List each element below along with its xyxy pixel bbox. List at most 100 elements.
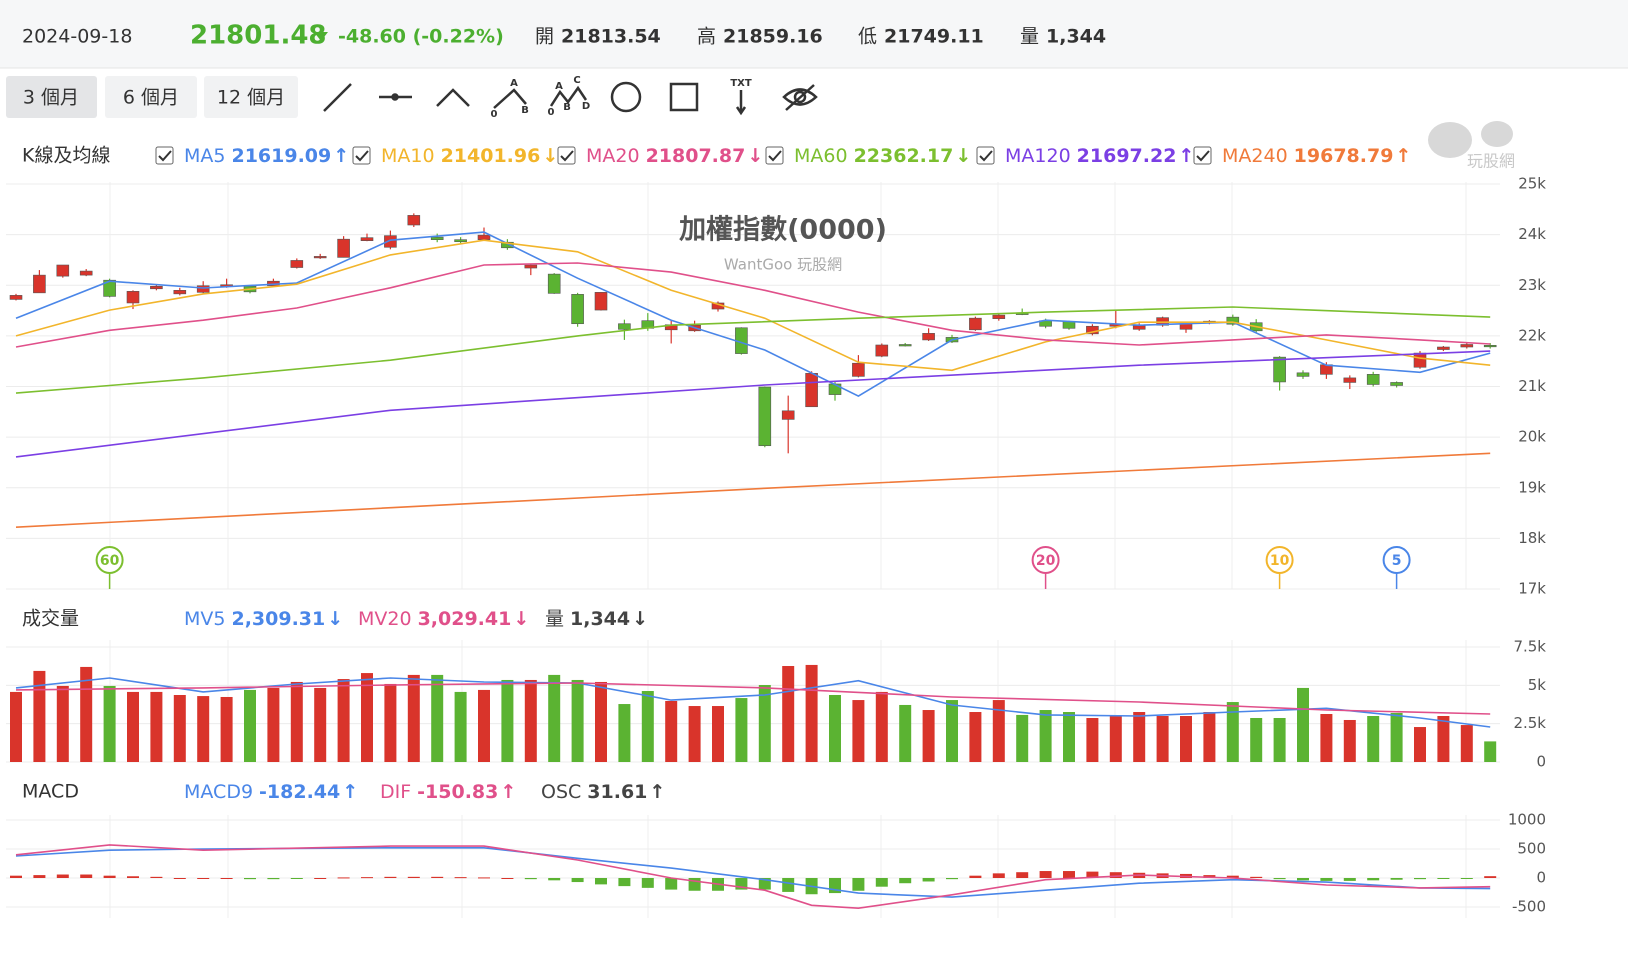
marker — [1031, 546, 1060, 574]
y-tick-label: 22k — [1518, 326, 1546, 344]
osc-bar — [1484, 876, 1497, 878]
checkbox[interactable] — [765, 146, 784, 165]
legend-name: DIF — [380, 781, 411, 803]
osc-bar — [618, 878, 631, 887]
volume-bar — [431, 674, 444, 762]
volume-bar — [1109, 716, 1122, 762]
volume-bar — [735, 698, 748, 762]
legend-name: MA20 — [586, 145, 640, 167]
indicator-line — [15, 452, 1491, 528]
range-button[interactable] — [105, 76, 197, 118]
y-tick-label: 21k — [1518, 377, 1546, 395]
high: 21859.16 — [723, 26, 823, 48]
osc-bar — [1039, 871, 1052, 878]
range-button[interactable] — [6, 76, 97, 118]
indicator-line — [15, 306, 1491, 394]
legend-value: 1,344 — [570, 608, 630, 630]
candle-body — [922, 333, 935, 341]
check — [768, 150, 782, 162]
legend-entry: MA240 19678.79 ↑ — [1222, 145, 1411, 167]
check — [560, 150, 574, 162]
tool-letter: B — [563, 102, 571, 113]
volume-bar — [618, 704, 631, 762]
candle-body — [290, 260, 304, 268]
panel-label: K線及均線 — [22, 145, 110, 167]
volume-bar — [1180, 716, 1192, 762]
open-label: 開 — [535, 26, 554, 48]
osc-bar — [56, 874, 69, 878]
check — [355, 150, 369, 162]
osc-bar — [1063, 871, 1075, 878]
legend-arrow: ↑ — [333, 145, 349, 167]
candle-body — [805, 373, 818, 408]
volume-bar — [1156, 716, 1169, 762]
checkbox[interactable] — [976, 146, 995, 165]
osc-bar — [899, 878, 912, 884]
indicator-line — [15, 682, 1491, 715]
checkbox[interactable] — [155, 146, 174, 165]
legend-value: -150.83 — [417, 781, 498, 803]
volume-bar — [712, 706, 724, 762]
candle-body — [1132, 325, 1146, 330]
legend-value: 21619.09 — [231, 145, 331, 167]
checkbox[interactable] — [1193, 146, 1212, 165]
checkbox[interactable] — [557, 146, 576, 165]
candle-body — [337, 238, 350, 258]
volume-bar — [688, 706, 701, 762]
legend-entry: MA120 21697.22 ↑ — [1005, 145, 1194, 167]
legend-value: 2,309.31 — [231, 608, 325, 630]
candle-body — [126, 291, 140, 304]
drawing-tools[interactable] — [323, 81, 818, 116]
candle-body — [1483, 345, 1497, 348]
candle-body — [1460, 344, 1474, 348]
marker-label: 10 — [1270, 553, 1290, 569]
price: 21801.48 — [190, 21, 327, 51]
legend-name: MA10 — [381, 145, 435, 167]
volume-bar — [56, 685, 69, 762]
volume: 1,344 — [1046, 26, 1106, 48]
legend-name: MV5 — [184, 608, 225, 630]
osc-bar — [992, 873, 1005, 878]
candle-body — [898, 344, 912, 347]
candle-body — [781, 410, 795, 420]
candle-body — [1062, 321, 1076, 329]
volume-bar — [992, 700, 1005, 762]
volume-bar — [407, 674, 420, 762]
legend-arrow: ↓ — [955, 145, 971, 167]
volume-bar — [665, 700, 678, 762]
volume-bar — [1367, 716, 1380, 762]
marker — [1265, 546, 1294, 574]
legend-entry: 量 1,344 ↓ — [545, 608, 648, 630]
osc-bar — [595, 878, 607, 885]
candle-body — [1296, 372, 1310, 377]
volume-bar — [922, 710, 935, 762]
candle-body — [196, 285, 210, 293]
legend-arrow: ↑ — [342, 781, 358, 803]
candle-body — [79, 270, 93, 276]
volume-bar — [1437, 716, 1450, 762]
candle-body — [969, 317, 982, 331]
legend-entry: MA60 22362.17 ↓ — [794, 145, 971, 167]
osc-bar — [384, 876, 397, 878]
legend-entry: DIF -150.83 ↑ — [380, 781, 516, 803]
y-tick-label: 0 — [1536, 753, 1546, 771]
osc-bar — [1390, 878, 1403, 880]
check — [979, 150, 993, 162]
osc-bar — [1437, 878, 1450, 879]
range-button[interactable] — [204, 76, 298, 118]
volume-bar — [361, 673, 373, 762]
candle-body — [852, 362, 865, 377]
volume-bar — [478, 689, 490, 762]
volume-bar — [1016, 714, 1029, 762]
check — [158, 150, 172, 162]
candle-body — [1343, 377, 1357, 383]
marker-label: 5 — [1392, 553, 1402, 569]
legend-entry: MV5 2,309.31 ↓ — [184, 608, 343, 630]
checkbox[interactable] — [352, 146, 371, 165]
volume-bar — [595, 681, 607, 762]
indicator-line — [15, 239, 1491, 372]
volume-bar — [10, 691, 22, 762]
legend-name: MA240 — [1222, 145, 1288, 167]
tool-letter: TXT — [730, 78, 752, 89]
